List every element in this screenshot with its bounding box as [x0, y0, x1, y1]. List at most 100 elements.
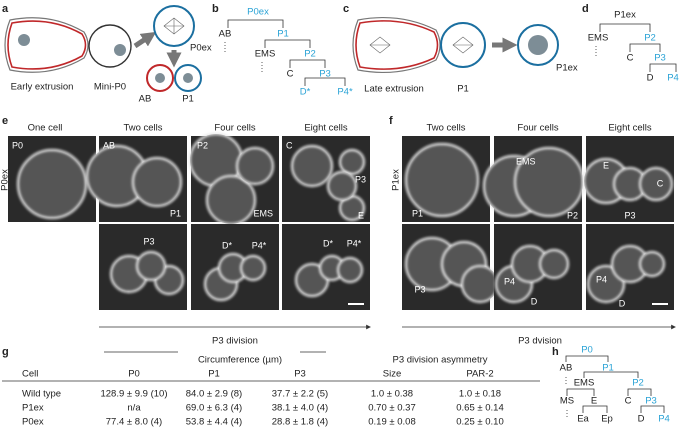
cell-membrane [16, 148, 88, 220]
micrograph: P4 D [494, 224, 582, 310]
table-header: P3 [294, 369, 306, 380]
table-cell: 1.0 ± 0.18 [459, 389, 501, 400]
micrograph: C P3 E [282, 136, 370, 222]
panel-label: b [212, 3, 219, 15]
micrograph: D* P4* [282, 224, 370, 310]
tree-node: AB [219, 29, 232, 40]
caption: P1 [182, 94, 194, 105]
caption: Late extrusion [364, 84, 424, 95]
table-cell: 28.8 ± 1.8 (4) [272, 417, 328, 428]
cell-body [515, 148, 583, 216]
micrograph: D* P4* [191, 224, 279, 310]
cell-label: P2 [197, 140, 208, 150]
tree-node: P1 [602, 363, 614, 374]
table-header: PAR-2 [466, 369, 493, 380]
tree-node: P1ex [614, 10, 636, 21]
cell-label: P3 [355, 174, 366, 184]
tree-node: EMS [574, 378, 595, 389]
cell-membrane [538, 248, 570, 280]
cell-label: P4 [504, 276, 515, 286]
row-label: P0ex [0, 169, 11, 191]
panel-label: a [2, 3, 9, 15]
cell-body [237, 148, 273, 184]
cell-label: P1 [412, 208, 423, 218]
cell-membrane [326, 170, 358, 202]
table-cell: 0.19 ± 0.08 [368, 417, 415, 428]
table-header: Size [383, 369, 401, 380]
tree-node: P2 [644, 33, 656, 44]
cell-body [18, 150, 86, 218]
cell-body [133, 158, 181, 206]
cell-body [612, 246, 648, 282]
tree-node: Ea [577, 414, 589, 425]
panel-label: e [2, 115, 8, 127]
cell-membrane [404, 142, 480, 218]
caption: Early extrusion [11, 82, 74, 93]
column-header: Two cells [123, 123, 162, 134]
cell-label: E [358, 210, 364, 220]
column-header: One cell [28, 123, 63, 134]
spindle [163, 17, 185, 35]
cell-label: D* [323, 238, 333, 248]
tree-node: P2 [632, 378, 644, 389]
micrograph: P2 EMS [188, 132, 279, 226]
cell-membrane [235, 146, 275, 186]
tree-node: P4 [667, 73, 679, 84]
table-cell: 1.0 ± 0.38 [371, 389, 413, 400]
table-header: P0 [128, 369, 140, 380]
tree-node: AB [560, 363, 573, 374]
caption: AB [139, 94, 152, 105]
nucleus [183, 73, 193, 83]
cell-label: P3 [624, 210, 635, 220]
column-header: Eight cells [608, 123, 652, 134]
column-header: Two cells [426, 123, 465, 134]
cell-body [292, 146, 332, 186]
tree-node: P2 [304, 49, 316, 60]
nucleus [18, 34, 30, 46]
panel-label: h [552, 346, 559, 358]
tree-node: MS [560, 396, 574, 407]
cell-body [540, 250, 568, 278]
axis-label: P3 division [212, 336, 258, 347]
cell-body [640, 252, 664, 276]
tree-node: C [287, 69, 294, 80]
cell-label: D* [222, 240, 232, 250]
cell-label: P1 [170, 208, 181, 218]
tree-node: P3 [645, 396, 657, 407]
micrograph: P1 [402, 136, 490, 222]
table-cell: 53.8 ± 4.4 (4) [186, 417, 242, 428]
arrow [133, 31, 157, 49]
tree-node: D [647, 73, 654, 84]
table-cell: 69.0 ± 6.3 (4) [186, 403, 242, 414]
caption: P0ex [190, 43, 212, 54]
cell-body [462, 266, 498, 302]
micrograph: P4 D [586, 224, 674, 310]
tree-node: EMS [255, 49, 276, 60]
tree-node: P0ex [247, 7, 269, 18]
micrograph: P3 [402, 224, 500, 310]
cell-label: D [619, 298, 626, 308]
cell-body [340, 150, 364, 174]
cell-body [338, 258, 362, 282]
tree-node: P3 [319, 69, 331, 80]
cell-body [219, 254, 247, 282]
panel-label: g [2, 346, 9, 358]
table-cell: P0ex [22, 417, 44, 428]
table-cell: 0.25 ± 0.10 [456, 417, 503, 428]
table-cell: 0.70 ± 0.37 [368, 403, 415, 414]
table-header: P1 [208, 369, 220, 380]
panel-label: d [582, 3, 589, 15]
cell-membrane [586, 264, 626, 304]
cell-label: P0 [12, 140, 23, 150]
cell-membrane [290, 144, 334, 188]
table-cell: P1ex [22, 403, 44, 414]
table-cell: 128.9 ± 9.9 (10) [100, 389, 167, 400]
cell-label: P3 [414, 284, 425, 294]
cell-membrane [239, 254, 267, 282]
tree-node: C [625, 396, 632, 407]
table-cell: Wild type [22, 389, 61, 400]
table-cell: n/a [127, 403, 141, 414]
cell-label: P2 [567, 210, 578, 220]
